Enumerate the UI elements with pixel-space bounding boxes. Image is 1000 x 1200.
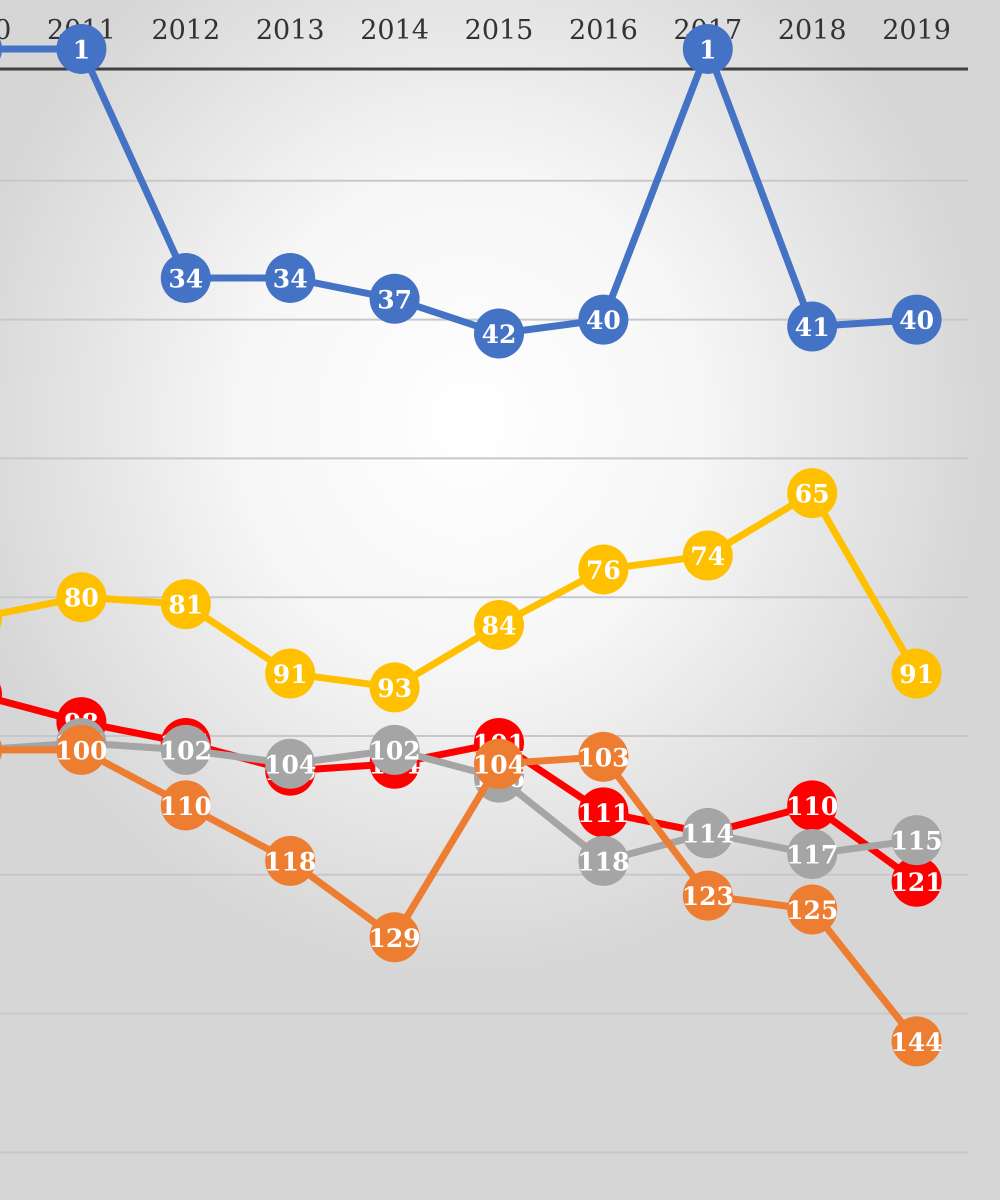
data-label: 103	[577, 743, 629, 772]
data-label: 91	[899, 660, 934, 689]
data-point	[578, 787, 629, 838]
data-label: 84	[482, 611, 517, 640]
data-point	[891, 856, 942, 907]
data-point	[578, 731, 629, 782]
data-point	[0, 740, 2, 760]
data-point	[578, 294, 629, 345]
data-label: 104	[473, 750, 525, 779]
x-axis: 2010201120122013201420152016201720182019	[0, 15, 968, 71]
data-point	[891, 1016, 942, 1067]
data-label: 114	[682, 820, 734, 849]
data-label: 34	[273, 264, 308, 293]
data-label: 102	[160, 736, 212, 765]
data-label: 102	[369, 736, 421, 765]
data-label: 65	[795, 480, 830, 509]
x-tick-label: 2013	[256, 15, 325, 46]
data-label: 144	[891, 1028, 943, 1057]
data-point	[265, 648, 316, 699]
data-label: 110	[160, 792, 212, 821]
data-point	[160, 724, 211, 775]
data-point	[369, 662, 420, 713]
x-tick-label: 2010	[0, 15, 11, 46]
x-tick-label: 2015	[465, 15, 534, 46]
data-label: 80	[64, 584, 99, 613]
data-label: 91	[273, 660, 308, 689]
data-label: 1	[73, 35, 90, 64]
series-line	[0, 489, 920, 691]
data-point	[56, 572, 107, 623]
data-point	[0, 39, 2, 59]
data-label: 118	[577, 847, 629, 876]
data-label: 104	[264, 750, 316, 779]
data-point	[160, 780, 211, 831]
data-label: 34	[168, 264, 203, 293]
data-label: 100	[55, 736, 107, 765]
data-label: 1	[699, 35, 716, 64]
data-label: 40	[899, 306, 934, 335]
series: 80 81 91 93 84 76 74 65 91	[0, 468, 942, 713]
data-label: 129	[369, 924, 421, 953]
data-point	[369, 724, 420, 775]
data-point	[56, 23, 107, 74]
data-label: 125	[786, 896, 838, 925]
data-point	[787, 828, 838, 879]
data-point	[265, 738, 316, 789]
data-point	[0, 608, 2, 628]
data-label: 118	[264, 847, 316, 876]
data-point	[787, 780, 838, 831]
data-point	[891, 815, 942, 866]
data-point	[787, 884, 838, 935]
data-label: 117	[786, 840, 838, 869]
data-point	[891, 648, 942, 699]
data-label: 37	[377, 285, 412, 314]
data-label: 93	[377, 674, 412, 703]
series: 1 34 34 37 42 40 1 41 40	[0, 23, 942, 359]
series: 100 110 118 129 104 103 123 125 144	[0, 724, 943, 1067]
data-point	[578, 835, 629, 886]
series-line	[0, 746, 920, 1044]
data-point	[160, 579, 211, 630]
series-line	[0, 696, 919, 885]
data-point	[682, 808, 733, 859]
data-label: 40	[586, 306, 621, 335]
data-point	[891, 294, 942, 345]
data-point	[474, 738, 524, 789]
data-point	[265, 252, 316, 303]
series-group: 1343437424014140808191938476746591981011…	[0, 23, 943, 1067]
data-point	[369, 912, 420, 963]
data-label: 110	[786, 792, 838, 821]
data-label: 76	[586, 556, 621, 585]
data-label: 42	[482, 320, 517, 349]
data-point	[265, 835, 316, 886]
data-label: 81	[168, 591, 203, 620]
data-point	[787, 301, 838, 352]
data-point	[369, 273, 420, 324]
x-tick-label: 2016	[569, 15, 638, 46]
data-label: 123	[682, 882, 734, 911]
x-tick-label: 2019	[882, 15, 951, 46]
x-tick-label: 2012	[151, 15, 220, 46]
data-point	[682, 23, 733, 74]
series-line	[0, 739, 918, 865]
data-label: 41	[795, 313, 830, 342]
data-label: 111	[577, 799, 629, 828]
data-point	[160, 252, 211, 303]
data-label: 121	[891, 868, 943, 897]
x-tick-label: 2014	[360, 15, 429, 46]
data-point	[787, 468, 838, 519]
data-point	[682, 870, 733, 921]
data-label: 74	[690, 542, 725, 571]
data-point	[56, 724, 107, 775]
data-point	[474, 599, 524, 650]
data-point	[0, 684, 2, 705]
data-label: 115	[891, 827, 943, 856]
series-line	[0, 45, 917, 337]
data-point	[682, 530, 733, 581]
data-point	[578, 544, 629, 595]
data-point	[474, 308, 524, 359]
x-tick-label: 2018	[778, 15, 847, 46]
